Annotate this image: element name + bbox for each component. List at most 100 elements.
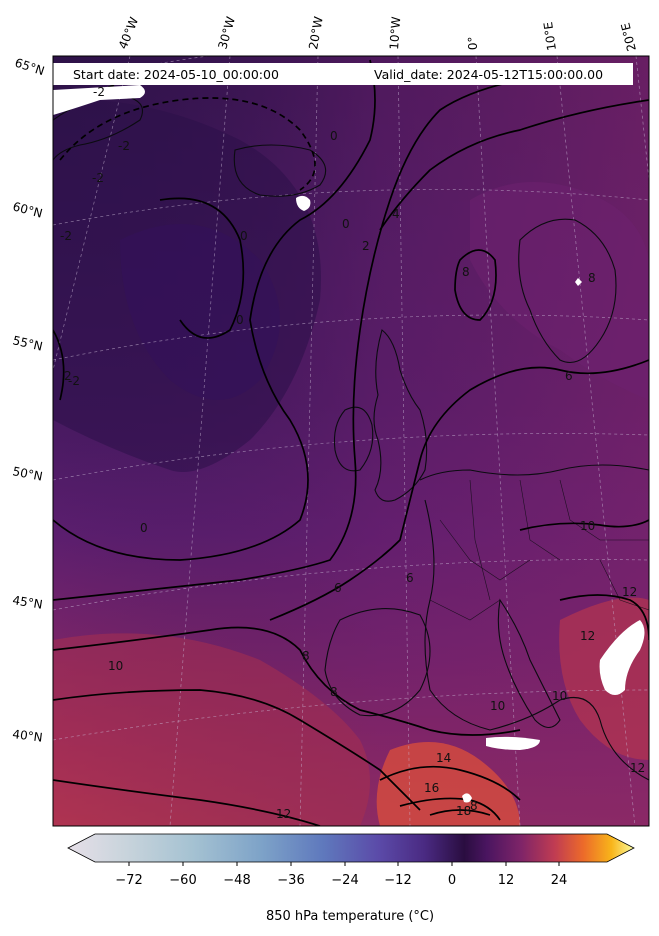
- contour-label: -2: [93, 85, 105, 99]
- contour-label-group: -2 -2 -2 -2 0 0 0 0 2 2 4 6 6 6 8 8 8 8 …: [60, 85, 645, 821]
- lat-label: 65°N: [13, 56, 46, 79]
- coastline-norway: [518, 218, 617, 364]
- lon-label: 10°E: [541, 21, 559, 52]
- colorbar-tick-label: 12: [498, 873, 515, 888]
- contour-label: 4: [392, 207, 400, 221]
- contour-four: [379, 99, 649, 231]
- contour-label: 10: [490, 699, 505, 713]
- contour-label: 16: [424, 781, 439, 795]
- colorbar-tick-label: −48: [223, 873, 250, 888]
- contour-twelve: [53, 779, 321, 826]
- colorbar-tick-labels: −72 −60 −48 −36 −24 −12 0 12 24: [115, 873, 567, 888]
- contour-label: 12: [622, 585, 637, 599]
- coastline-iberia: [324, 608, 431, 717]
- contour-eighteen: [429, 809, 491, 816]
- contour-six-b: [53, 329, 65, 401]
- contour-label: 0: [236, 313, 244, 327]
- map-panel: -2 -2 -2 -2 0 0 0 0 2 2 4 6 6 6 8 8 8 8 …: [53, 56, 649, 826]
- lat-label: 40°N: [12, 727, 44, 745]
- contour-label: 8: [588, 271, 596, 285]
- coastline-continent: [419, 464, 649, 781]
- longitude-labels: 40°W 30°W 20°W 10°W 0° 10°E 20°E: [116, 15, 639, 53]
- mask-atlas: [486, 736, 540, 750]
- contour-ten: [53, 689, 421, 811]
- colorbar-title: 850 hPa temperature (°C): [266, 909, 434, 924]
- contour-label: 8: [470, 799, 478, 813]
- contour-label: 6: [406, 571, 414, 585]
- longitude-gridlines: [53, 56, 649, 826]
- contour-label: 12: [276, 807, 291, 821]
- coastline-iceland: [233, 144, 327, 197]
- lon-label: 30°W: [215, 15, 238, 51]
- terrain-mask-patches: [53, 85, 645, 803]
- lon-label: 10°W: [387, 16, 403, 50]
- colorbar-tick-label: −36: [277, 873, 304, 888]
- lat-label: 45°N: [12, 593, 44, 612]
- lat-label: 60°N: [11, 199, 44, 220]
- contour-label: 14: [436, 751, 451, 765]
- contour-label: -2: [68, 374, 80, 388]
- contour-six: [269, 359, 649, 621]
- contour-fourteen: [379, 765, 521, 801]
- contour-label: 8: [330, 685, 338, 699]
- contour-zero-atlantic: [53, 59, 376, 561]
- lat-label: 50°N: [11, 464, 43, 484]
- contour-twelve-east: [559, 594, 649, 641]
- contour-label: 0: [140, 521, 148, 535]
- contour-label: 2: [64, 369, 72, 383]
- coastlines: [53, 94, 649, 781]
- colorbar: −72 −60 −48 −36 −24 −12 0 12 24 850 hPa …: [67, 833, 635, 924]
- coastline-ireland: [333, 406, 374, 472]
- cold-core-region-2: [120, 224, 280, 400]
- contour-label: 0: [342, 217, 350, 231]
- colorbar-tick-label: −24: [331, 873, 358, 888]
- colorbar-ticks: [128, 862, 560, 866]
- colorbar-body: [67, 833, 635, 863]
- colorbar-tick-label: −72: [115, 873, 142, 888]
- lon-label: 0°: [466, 36, 480, 50]
- country-borders: [429, 479, 649, 621]
- contour-label: 8: [302, 649, 310, 663]
- header-bar: [53, 63, 633, 85]
- mask-iceland: [296, 195, 311, 211]
- contour-minus2-dashed: [59, 97, 316, 191]
- lat-label: 55°N: [11, 333, 44, 353]
- contour-zero-north: [159, 197, 245, 339]
- contour-label: 12: [580, 629, 595, 643]
- latitude-labels: 65°N 60°N 55°N 50°N 45°N 40°N: [11, 56, 46, 745]
- contour-label: -2: [118, 139, 130, 153]
- contour-two: [53, 79, 521, 601]
- contour-eight: [53, 626, 521, 736]
- coastline-britain: [373, 329, 428, 502]
- mask-greenland: [53, 85, 145, 115]
- contour-label: 10: [580, 519, 595, 533]
- contour-label: -2: [60, 229, 72, 243]
- scandinavia-warm-region: [470, 182, 649, 400]
- contour-lines: [53, 59, 649, 826]
- valid-date-label: Valid_date: 2024-05-12T15:00:00.00: [374, 67, 603, 82]
- contour-label: 6: [565, 369, 573, 383]
- colorbar-tick-label: 24: [551, 873, 568, 888]
- lon-label: 20°E: [618, 21, 639, 52]
- mask-alps: [599, 620, 645, 695]
- mask-sardinia: [462, 793, 472, 803]
- colorbar-tick-label: 0: [448, 873, 456, 888]
- colorbar-tick-label: −12: [384, 873, 411, 888]
- contour-label: 2: [362, 239, 370, 253]
- contour-label: 8: [462, 265, 470, 279]
- coastline-italy: [497, 598, 561, 729]
- contour-label: -2: [92, 171, 104, 185]
- contour-label: 0: [240, 229, 248, 243]
- contour-label: 6: [334, 581, 342, 595]
- map-frame: [52, 55, 650, 827]
- contour-label: 0: [330, 129, 338, 143]
- start-date-label: Start date: 2024-05-10_00:00:00: [73, 67, 279, 82]
- lon-label: 20°W: [306, 15, 326, 50]
- contour-ten-east: [519, 519, 649, 531]
- mask-scandinavia: [575, 278, 582, 286]
- contour-label: 10: [552, 689, 567, 703]
- colorbar-tick-label: −60: [169, 873, 196, 888]
- contour-label: 12: [630, 761, 645, 775]
- contour-eight-north: [454, 249, 497, 321]
